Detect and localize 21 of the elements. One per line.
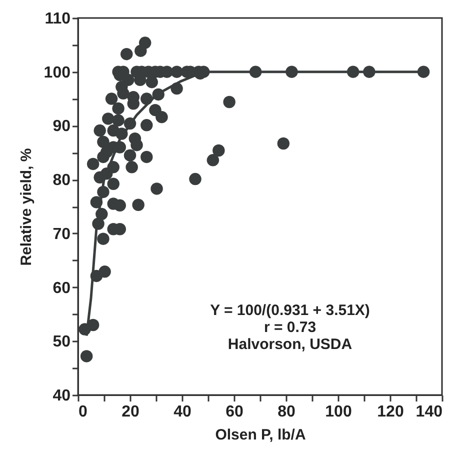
y-tick-label: 60 [52,280,71,297]
y-axis-title: Relative yield, % [18,148,35,266]
y-tick-label: 100 [44,64,71,82]
x-tick-label: 80 [278,404,296,420]
annotation: r = 0.73 [264,319,316,336]
x-tick-label: 140 [416,404,443,420]
x-tick-label: 40 [174,404,192,420]
x-tick-label: 20 [122,404,140,420]
x-axis-title: Olsen P, lb/A [215,426,306,444]
x-tick-label: 120 [377,404,404,420]
annotation: Halvorson, USDA [228,336,352,353]
x-tick-label: 100 [325,404,352,420]
y-tick-label: 90 [52,118,71,136]
y-tick-label: 110 [44,10,71,28]
y-tick-label: 50 [52,334,71,351]
y-tick-label: 70 [52,226,71,243]
y-tick-label: 80 [52,172,71,190]
y-tick-label: 40 [52,388,71,404]
x-tick-label: 0 [78,404,88,420]
x-tick-label: 60 [226,404,244,420]
annotation: Y = 100/(0.931 + 3.51X) [210,302,370,319]
